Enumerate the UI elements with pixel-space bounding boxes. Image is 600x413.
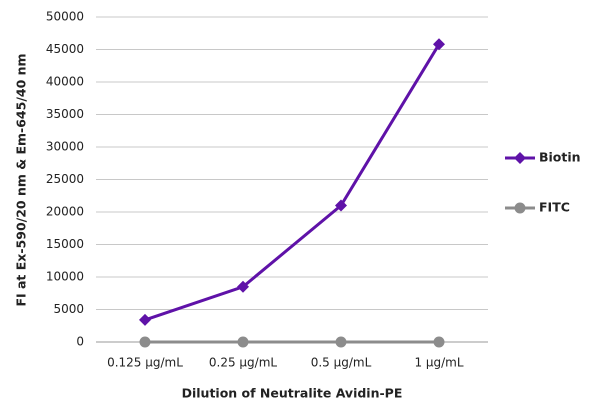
x-tick-label: 0.125 µg/mL	[107, 356, 183, 370]
y-tick-label: 15000	[46, 237, 84, 251]
y-tick-label: 35000	[46, 107, 84, 121]
y-tick-label: 0	[76, 335, 84, 349]
series-line	[144, 43, 441, 322]
x-tick-label: 0.25 µg/mL	[209, 356, 278, 370]
y-tick-label: 40000	[46, 75, 84, 89]
legend-marker	[514, 202, 526, 214]
data-point	[139, 313, 151, 326]
x-axis-title: Dilution of Neutralite Avidin-PE	[182, 386, 403, 401]
data-point	[433, 336, 445, 348]
data-point	[139, 336, 151, 348]
y-tick-label: 10000	[46, 270, 84, 284]
y-tick-label: 25000	[46, 172, 84, 186]
y-tick-label: 5000	[53, 302, 84, 316]
legend-label: Biotin	[539, 150, 581, 165]
legend-label: FITC	[539, 200, 570, 215]
data-point	[433, 38, 445, 51]
data-point	[237, 280, 249, 293]
y-tick-label: 30000	[46, 140, 84, 154]
data-point	[237, 336, 249, 348]
x-tick-label: 0.5 µg/mL	[311, 356, 372, 370]
y-tick-label: 20000	[46, 205, 84, 219]
x-tick-label: 1 µg/mL	[414, 356, 463, 370]
y-tick-label: 50000	[46, 10, 84, 24]
y-axis-title: FI at Ex-590/20 nm & Em-645/40 nm	[14, 53, 29, 306]
y-tick-label: 45000	[46, 42, 84, 56]
data-point	[335, 199, 347, 212]
data-point	[335, 336, 347, 348]
legend-marker	[514, 152, 526, 164]
